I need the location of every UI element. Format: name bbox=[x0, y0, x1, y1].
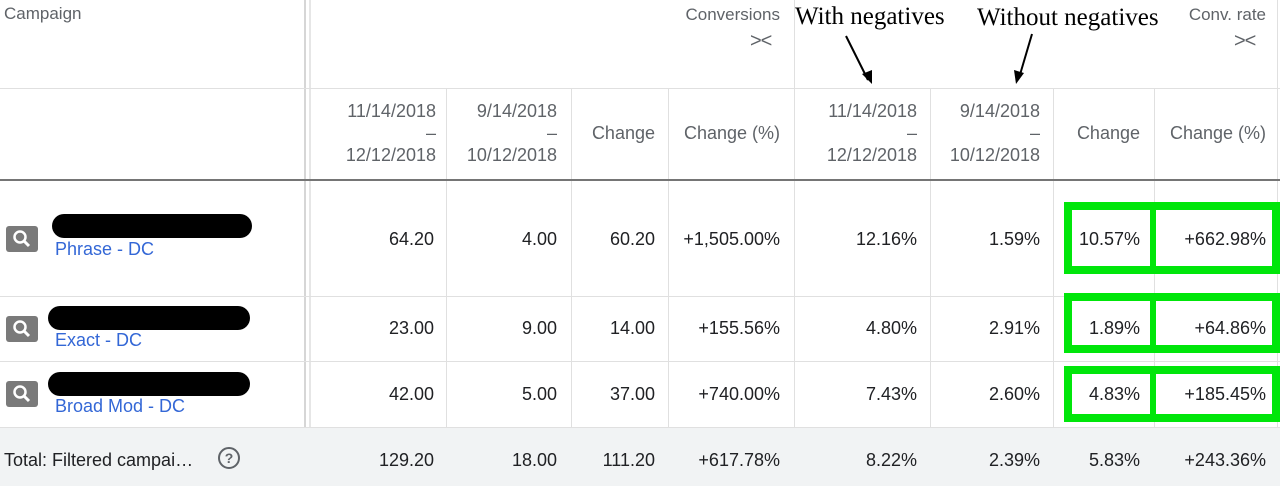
campaign-column-divider-shadow bbox=[309, 0, 311, 486]
cell-total-conv-change: 111.20 bbox=[602, 450, 655, 470]
row-divider bbox=[0, 427, 1280, 428]
cell-total-rate-change-pct: +243.36% bbox=[1184, 450, 1266, 470]
highlight-box bbox=[1064, 366, 1280, 422]
cell-rate-change-pct: +64.86% bbox=[1194, 318, 1266, 338]
annotation-arrow-icon bbox=[845, 35, 872, 84]
redacted-campaign-name bbox=[48, 306, 250, 330]
period-dash: – bbox=[1029, 123, 1040, 143]
col-divider bbox=[1154, 88, 1155, 486]
highlight-divider bbox=[1150, 366, 1156, 422]
cell-conv-change: 14.00 bbox=[609, 318, 655, 338]
cell-rate-period2: 2.91% bbox=[988, 318, 1040, 338]
period-end: 12/12/2018 bbox=[345, 145, 436, 165]
annotation-arrow-icon bbox=[1014, 33, 1033, 84]
cell-conv-period2: 4.00 bbox=[521, 229, 557, 249]
cell-conv-period2: 9.00 bbox=[521, 318, 557, 338]
cell-rate-period2: 1.59% bbox=[988, 229, 1040, 249]
campaign-column-divider bbox=[304, 0, 306, 486]
cell-conv-change-pct: +155.56% bbox=[698, 318, 780, 338]
highlight-divider bbox=[1150, 293, 1156, 353]
col-divider bbox=[1053, 88, 1054, 486]
col-header-rate-period2[interactable]: 9/14/2018 – 10/12/2018 bbox=[934, 100, 1040, 166]
row-divider bbox=[0, 296, 1280, 297]
redacted-campaign-name bbox=[52, 214, 252, 238]
cell-conv-period2: 5.00 bbox=[521, 384, 557, 404]
campaign-link[interactable]: Broad Mod - DC bbox=[55, 396, 186, 416]
col-divider bbox=[668, 88, 669, 486]
col-header-conv-period2[interactable]: 9/14/2018 – 10/12/2018 bbox=[450, 100, 557, 166]
cell-conv-change-pct: +1,505.00% bbox=[683, 229, 780, 249]
cell-rate-change-pct: +662.98% bbox=[1184, 229, 1266, 249]
highlight-box bbox=[1064, 202, 1280, 274]
col-header-conv-change[interactable]: Change bbox=[591, 123, 655, 143]
cell-conv-change-pct: +740.00% bbox=[698, 384, 780, 404]
search-campaign-icon bbox=[6, 226, 38, 252]
help-icon[interactable]: ? bbox=[218, 447, 240, 469]
collapse-conv-rate-icon[interactable]: >< bbox=[1234, 30, 1256, 52]
period-start: 11/14/2018 bbox=[828, 101, 917, 121]
group-divider bbox=[794, 0, 795, 486]
collapse-conversions-icon[interactable]: >< bbox=[750, 30, 772, 52]
conversions-group-header[interactable]: Conversions bbox=[685, 5, 781, 24]
period-dash: – bbox=[906, 123, 917, 143]
cell-rate-change-pct: +185.45% bbox=[1184, 384, 1266, 404]
cell-rate-period1: 12.16% bbox=[855, 229, 917, 249]
search-campaign-icon bbox=[6, 316, 38, 342]
header-bottom-divider bbox=[0, 179, 1280, 181]
col-header-rate-period1[interactable]: 11/14/2018 – 12/12/2018 bbox=[798, 100, 917, 166]
campaign-column-header[interactable]: Campaign bbox=[4, 4, 82, 23]
col-divider bbox=[446, 88, 447, 486]
period-dash: – bbox=[425, 123, 436, 143]
period-end: 10/12/2018 bbox=[949, 145, 1040, 165]
highlight-divider bbox=[1150, 202, 1156, 274]
row-divider bbox=[0, 361, 1280, 362]
period-start: 9/14/2018 bbox=[959, 101, 1040, 121]
period-end: 10/12/2018 bbox=[466, 145, 557, 165]
cell-conv-change: 60.20 bbox=[609, 229, 655, 249]
annotation-without-negatives: Without negatives bbox=[977, 4, 1159, 31]
col-divider bbox=[571, 88, 572, 486]
col-header-rate-change-pct[interactable]: Change (%) bbox=[1169, 123, 1266, 143]
col-divider bbox=[930, 88, 931, 486]
highlight-box bbox=[1064, 293, 1280, 353]
total-row-label: Total: Filtered campai… bbox=[4, 450, 194, 470]
annotation-with-negatives: With negatives bbox=[795, 3, 945, 30]
cell-rate-period1: 4.80% bbox=[865, 318, 917, 338]
cell-rate-period2: 2.60% bbox=[988, 384, 1040, 404]
conv-rate-group-header[interactable]: Conv. rate bbox=[1188, 5, 1266, 24]
period-start: 11/14/2018 bbox=[347, 101, 436, 121]
cell-conv-period1: 64.20 bbox=[388, 229, 434, 249]
redacted-campaign-name bbox=[48, 372, 250, 396]
header-divider bbox=[0, 88, 1280, 89]
campaign-link[interactable]: Exact - DC bbox=[55, 330, 143, 350]
cell-rate-change: 10.57% bbox=[1079, 229, 1141, 249]
period-dash: – bbox=[546, 123, 557, 143]
col-header-rate-change[interactable]: Change bbox=[1076, 123, 1140, 143]
cell-conv-period1: 42.00 bbox=[388, 384, 434, 404]
col-header-conv-period1[interactable]: 11/14/2018 – 12/12/2018 bbox=[316, 100, 436, 166]
cell-conv-change: 37.00 bbox=[609, 384, 655, 404]
cell-rate-change: 4.83% bbox=[1088, 384, 1140, 404]
cell-total-conv-period2: 18.00 bbox=[511, 450, 557, 470]
period-start: 9/14/2018 bbox=[476, 101, 557, 121]
cell-total-conv-change-pct: +617.78% bbox=[698, 450, 780, 470]
cell-total-rate-period1: 8.22% bbox=[865, 450, 917, 470]
cell-total-rate-period2: 2.39% bbox=[988, 450, 1040, 470]
cell-rate-period1: 7.43% bbox=[865, 384, 917, 404]
search-campaign-icon bbox=[6, 381, 38, 407]
cell-total-rate-change: 5.83% bbox=[1088, 450, 1140, 470]
period-end: 12/12/2018 bbox=[826, 145, 917, 165]
cell-conv-period1: 23.00 bbox=[388, 318, 434, 338]
col-header-conv-change-pct[interactable]: Change (%) bbox=[683, 123, 780, 143]
cell-total-conv-period1: 129.20 bbox=[378, 450, 434, 470]
cell-rate-change: 1.89% bbox=[1088, 318, 1140, 338]
campaign-link[interactable]: Phrase - DC bbox=[55, 239, 155, 259]
total-row bbox=[0, 428, 1280, 486]
